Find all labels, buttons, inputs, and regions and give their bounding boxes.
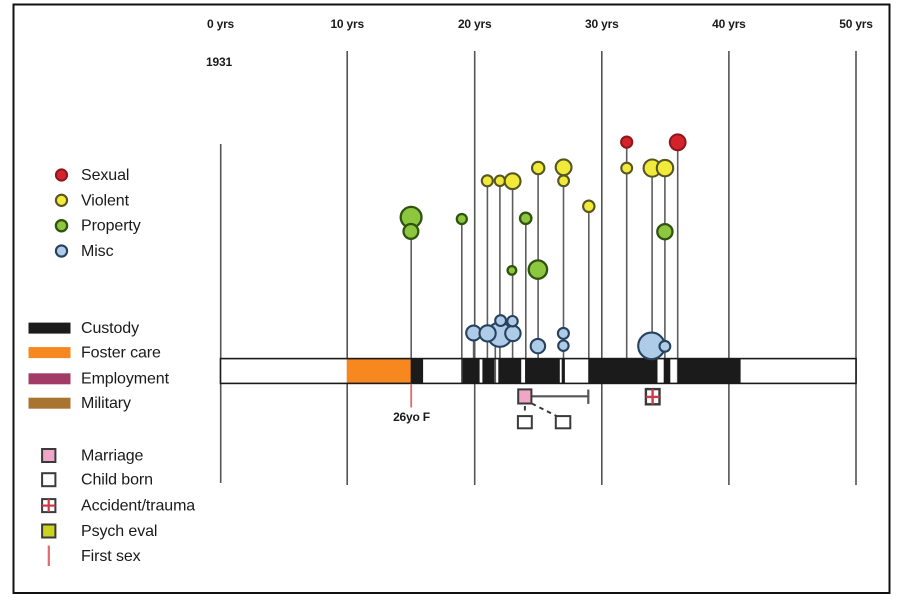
svg-text:Military: Military: [81, 395, 131, 412]
svg-text:30 yrs: 30 yrs: [585, 17, 619, 31]
svg-text:Psych eval: Psych eval: [81, 523, 157, 540]
svg-text:Sexual: Sexual: [81, 167, 129, 184]
svg-text:Marriage: Marriage: [81, 448, 144, 465]
svg-text:1931: 1931: [206, 55, 232, 69]
svg-text:Employment: Employment: [81, 371, 170, 388]
svg-text:Violent: Violent: [81, 192, 130, 209]
svg-text:Accident/trauma: Accident/trauma: [81, 498, 195, 515]
svg-text:First sex: First sex: [81, 548, 141, 565]
svg-text:10 yrs: 10 yrs: [330, 17, 364, 31]
svg-text:Property: Property: [81, 218, 141, 235]
svg-text:Foster care: Foster care: [81, 345, 161, 362]
svg-text:50 yrs: 50 yrs: [839, 17, 873, 31]
svg-text:26yo F: 26yo F: [393, 410, 430, 424]
svg-text:Misc: Misc: [81, 243, 114, 260]
svg-text:Custody: Custody: [81, 320, 139, 337]
svg-text:Child born: Child born: [81, 472, 153, 489]
svg-text:20 yrs: 20 yrs: [458, 17, 492, 31]
svg-text:0 yrs: 0 yrs: [207, 17, 235, 31]
svg-text:40 yrs: 40 yrs: [712, 17, 746, 31]
